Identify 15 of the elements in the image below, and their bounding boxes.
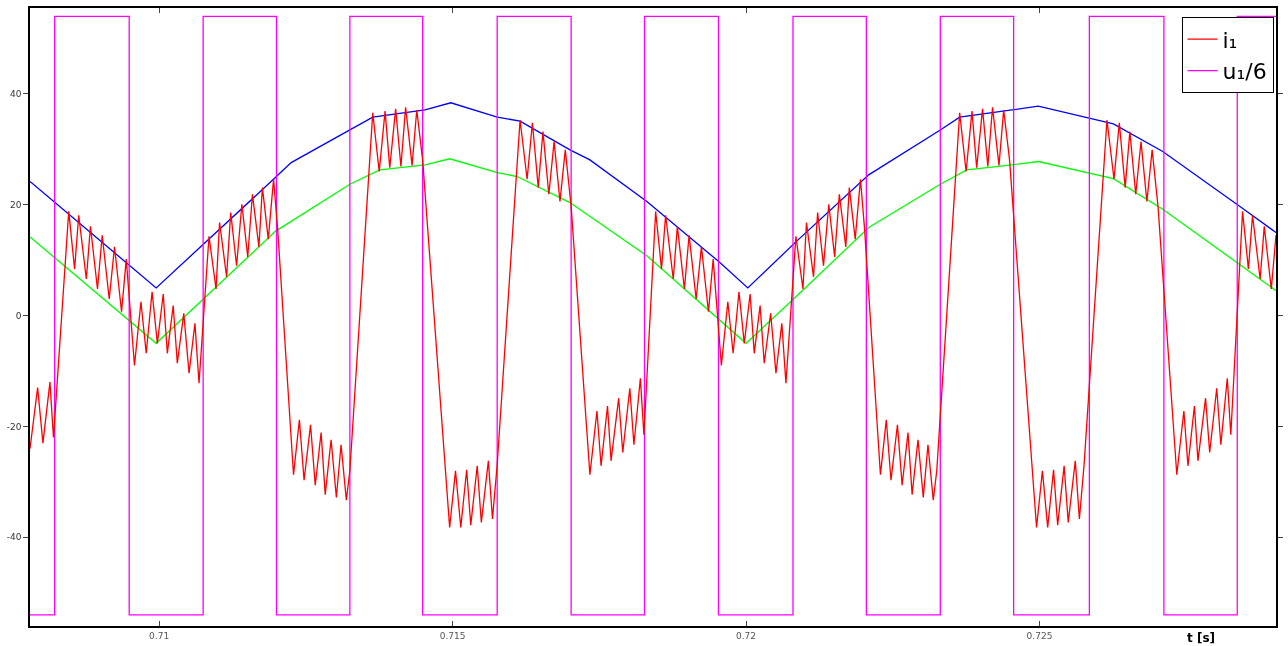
y-tick-label: -20 xyxy=(6,421,22,432)
y-tick-label: 40 xyxy=(10,89,22,100)
line-series xyxy=(30,158,1276,344)
x-axis-title: t [s] xyxy=(1187,631,1216,645)
x-tick-label: 0.715 xyxy=(439,630,466,641)
y-tick-label: -40 xyxy=(6,532,22,543)
x-tick-label: 0.71 xyxy=(149,630,170,641)
y-tick-label: 20 xyxy=(10,199,22,210)
x-tick-label: 0.725 xyxy=(1026,630,1053,641)
line-series xyxy=(30,106,1276,528)
x-tick-label: 0.72 xyxy=(736,630,757,641)
y-tick-label: 0 xyxy=(15,310,22,321)
line-series xyxy=(30,102,1276,289)
legend-label: i₁ xyxy=(1222,27,1238,53)
legend-label: u₁/6 xyxy=(1222,59,1267,85)
